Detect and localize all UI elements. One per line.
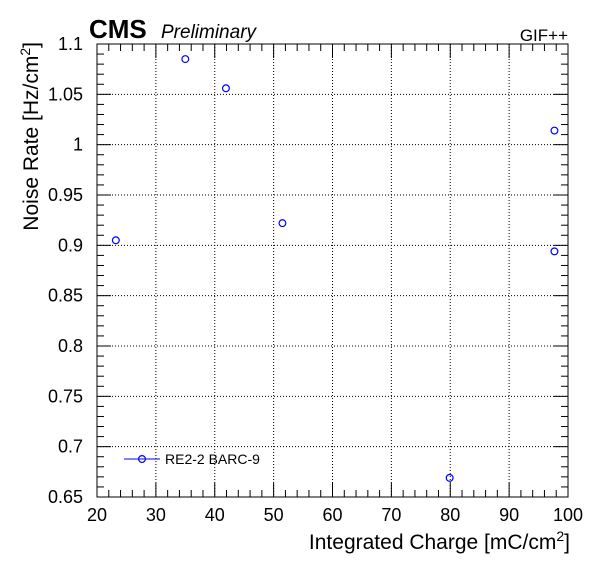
- data-point: [111, 236, 120, 245]
- y-tick-label: 1.1: [58, 34, 83, 54]
- x-axis-label-tail: ]: [564, 531, 570, 554]
- facility-label: GIF++: [520, 26, 568, 45]
- tick-labels: 20 30 40 50 60 70 80 90 100 0.65 0.7 0.75 0.8 0.85 0.9…: [48, 34, 583, 525]
- x-tick-label: 60: [322, 505, 342, 525]
- x-tick-label: 30: [146, 505, 166, 525]
- y-tick-label: 0.8: [58, 336, 83, 356]
- x-tick-label: 20: [87, 505, 107, 525]
- y-tick-label: 0.9: [58, 235, 83, 255]
- x-tick-label: 50: [264, 505, 284, 525]
- y-tick-label: 0.95: [48, 185, 83, 205]
- x-tick-label: 40: [205, 505, 225, 525]
- x-tick-label: 90: [499, 505, 519, 525]
- legend-label: RE2-2 BARC-9: [165, 451, 260, 467]
- cms-label: CMS: [89, 14, 147, 44]
- x-axis-label: Integrated Charge [mC/cm2]: [309, 528, 570, 554]
- y-tick-label: 0.75: [48, 386, 83, 406]
- x-tick-label: 100: [553, 505, 583, 525]
- y-tick-label: 0.7: [58, 437, 83, 457]
- y-axis-label-superscript: 2: [17, 48, 33, 56]
- preliminary-label: Preliminary: [161, 22, 258, 43]
- x-axis-label-text: Integrated Charge [mC/cm: [309, 531, 556, 554]
- data-point: [550, 126, 559, 135]
- y-axis-label-text: Noise Rate [Hz/cm: [20, 56, 43, 231]
- y-axis-label-tail: ]: [20, 42, 43, 48]
- data-point: [445, 473, 454, 482]
- x-tick-label: 80: [440, 505, 460, 525]
- legend: RE2-2 BARC-9: [124, 451, 260, 467]
- legend-marker: [138, 455, 147, 464]
- y-tick-label: 1: [73, 135, 83, 155]
- data-point: [181, 55, 190, 64]
- y-tick-label: 0.65: [48, 487, 83, 507]
- data-points: [111, 55, 559, 482]
- x-tick-label: 70: [381, 505, 401, 525]
- y-tick-label: 1.05: [48, 84, 83, 104]
- y-axis-label: Noise Rate [Hz/cm2]: [17, 42, 43, 231]
- x-axis-label-superscript: 2: [556, 528, 564, 544]
- axis-ticks: [96, 43, 569, 498]
- data-point: [278, 219, 287, 228]
- grid-lines: [97, 44, 568, 497]
- y-tick-label: 0.85: [48, 286, 83, 306]
- data-point: [550, 247, 559, 256]
- data-point: [221, 84, 230, 93]
